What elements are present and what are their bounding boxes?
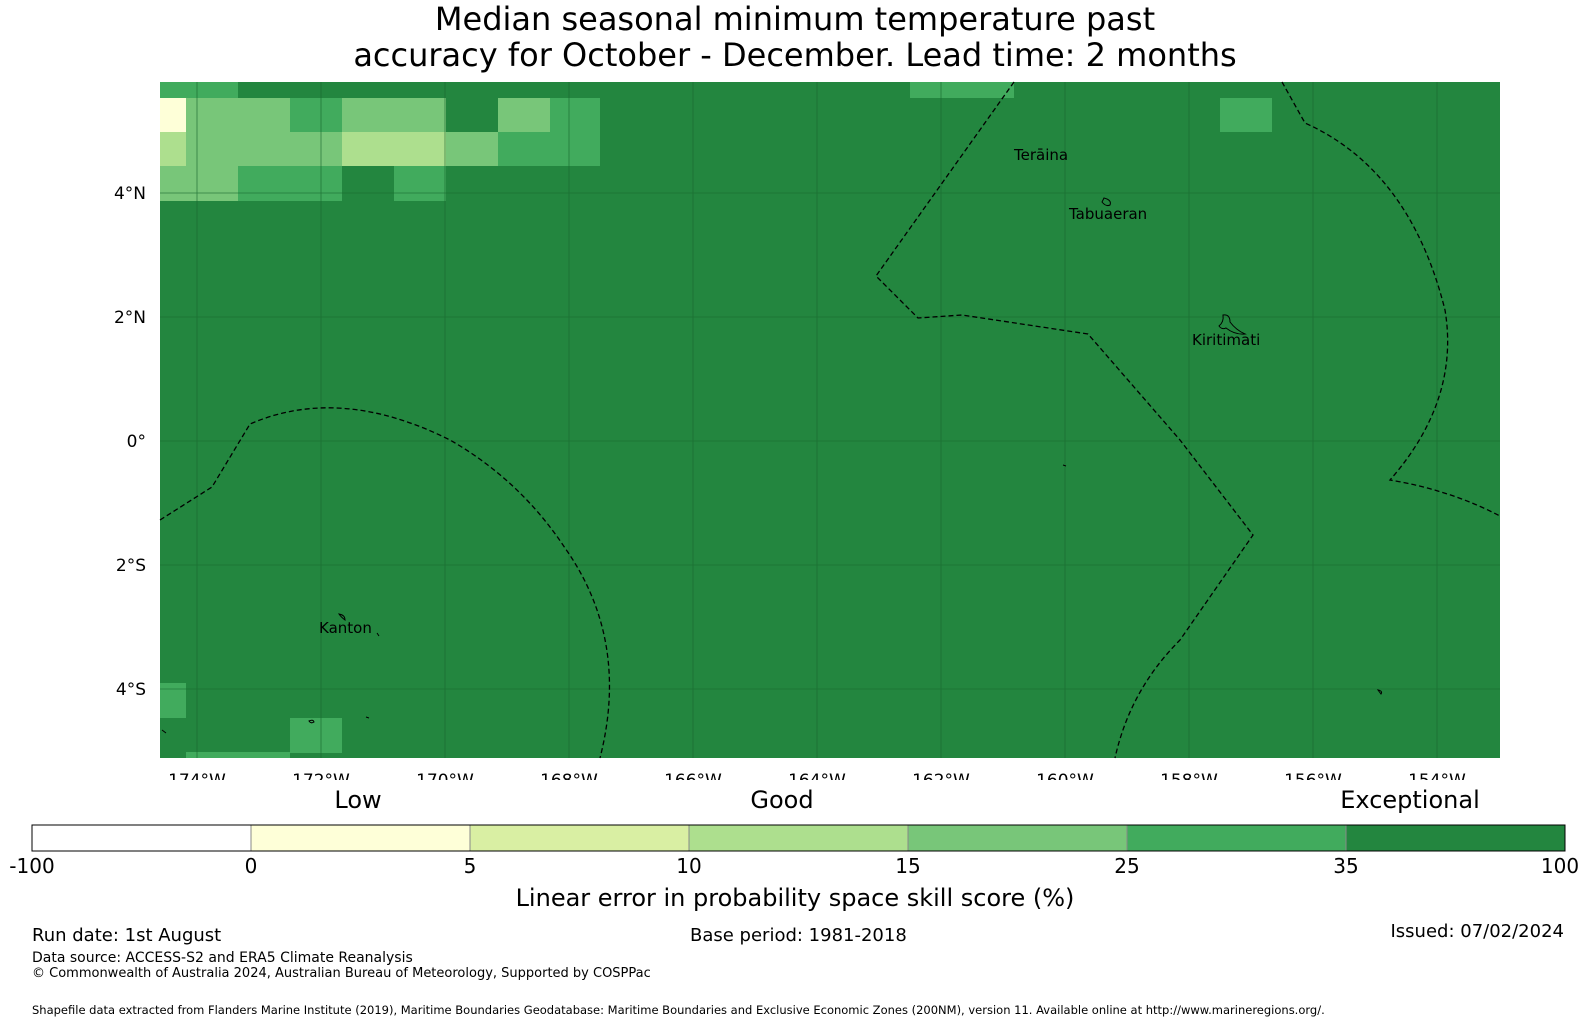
lon-tick-168w: 168°W [540,771,598,780]
shapefile-credit: Shapefile data extracted from Flanders M… [32,1003,1325,1017]
colorbar-label: Linear error in probability space skill … [515,884,1075,912]
colorbar-tick-5: 15 [895,854,920,878]
lat-tick-4s: 4°S [116,680,146,700]
lon-tick-156w: 156°W [1284,771,1342,780]
lat-tick-0: 0° [127,432,146,452]
colorbar-heading-exceptional: Exceptional [1340,786,1480,814]
lon-tick-170w: 170°W [416,771,474,780]
lon-tick-162w: 162°W [912,771,970,780]
colorbar-heading-good: Good [750,786,814,814]
colorbar-tick-1: -100 [9,854,54,878]
lat-tick-2n: 2°N [114,308,146,328]
colorbar-segment-2 [251,825,470,851]
map-gridlines [160,82,1500,758]
map-figure: Terāina Tabuaeran Kiritimati Kanton 4°N … [114,81,1501,780]
issued-date: Issued: 07/02/2024 [1390,921,1564,942]
lon-tick-158w: 158°W [1160,771,1218,780]
eez-boundaries [159,81,1501,759]
lon-tick-154w: 154°W [1408,771,1466,780]
kanton-island-shape [337,613,346,622]
eez-boundary-line-islands-east [1281,81,1501,517]
eez-boundary-phoenix [159,407,611,759]
island-shapes [161,197,1383,734]
run-date: Run date: 1st August [32,925,222,946]
lon-tick-174w: 174°W [168,771,226,780]
lon-tick-160w: 160°W [1036,771,1094,780]
colorbar-heading-low: Low [334,786,382,814]
colorbar-segments [32,825,1565,851]
lat-tick-4n: 4°N [114,184,146,204]
place-label-tabuaeran: Tabuaeran [1068,205,1147,223]
colorbar-tick-7: 35 [1333,854,1358,878]
colorbar-segment-1 [32,825,251,851]
colorbar-segment-3 [470,825,689,851]
map-field [160,82,1500,758]
skill-cells [160,82,1272,758]
base-period: Base period: 1981-2018 [690,925,907,946]
map-title-line-1: Median seasonal minimum temperature past [434,0,1156,38]
kiritimati-island-shape [1218,314,1247,335]
colorbar-segment-7 [1346,825,1565,851]
map-title-line-2: accuracy for October - December. Lead ti… [353,36,1237,74]
data-source: Data source: ACCESS-S2 and ERA5 Climate … [32,950,413,966]
place-label-teraina: Terāina [1013,146,1068,164]
colorbar-tick-6: 25 [1114,854,1139,878]
lon-tick-172w: 172°W [292,771,350,780]
colorbar-segment-5 [908,825,1127,851]
colorbar-segment-6 [1127,825,1346,851]
place-label-kiritimati: Kiritimati [1192,331,1260,349]
colorbar-tick-8: 100 [1541,854,1579,878]
lon-tick-164w: 164°W [788,771,846,780]
tabuaeran-island-shape [1101,197,1111,207]
colorbar-tick-2: 0 [245,854,258,878]
colorbar-tick-4: 10 [676,854,701,878]
lat-tick-2s: 2°S [116,556,146,576]
colorbar-tick-3: 5 [464,854,477,878]
colorbar: -100 0 5 10 15 25 35 100 [9,824,1579,878]
copyright-notice: © Commonwealth of Australia 2024, Austra… [32,966,651,981]
colorbar-frame [31,824,1566,852]
place-label-kanton: Kanton [319,619,372,637]
colorbar-segment-4 [689,825,908,851]
lon-tick-166w: 166°W [664,771,722,780]
